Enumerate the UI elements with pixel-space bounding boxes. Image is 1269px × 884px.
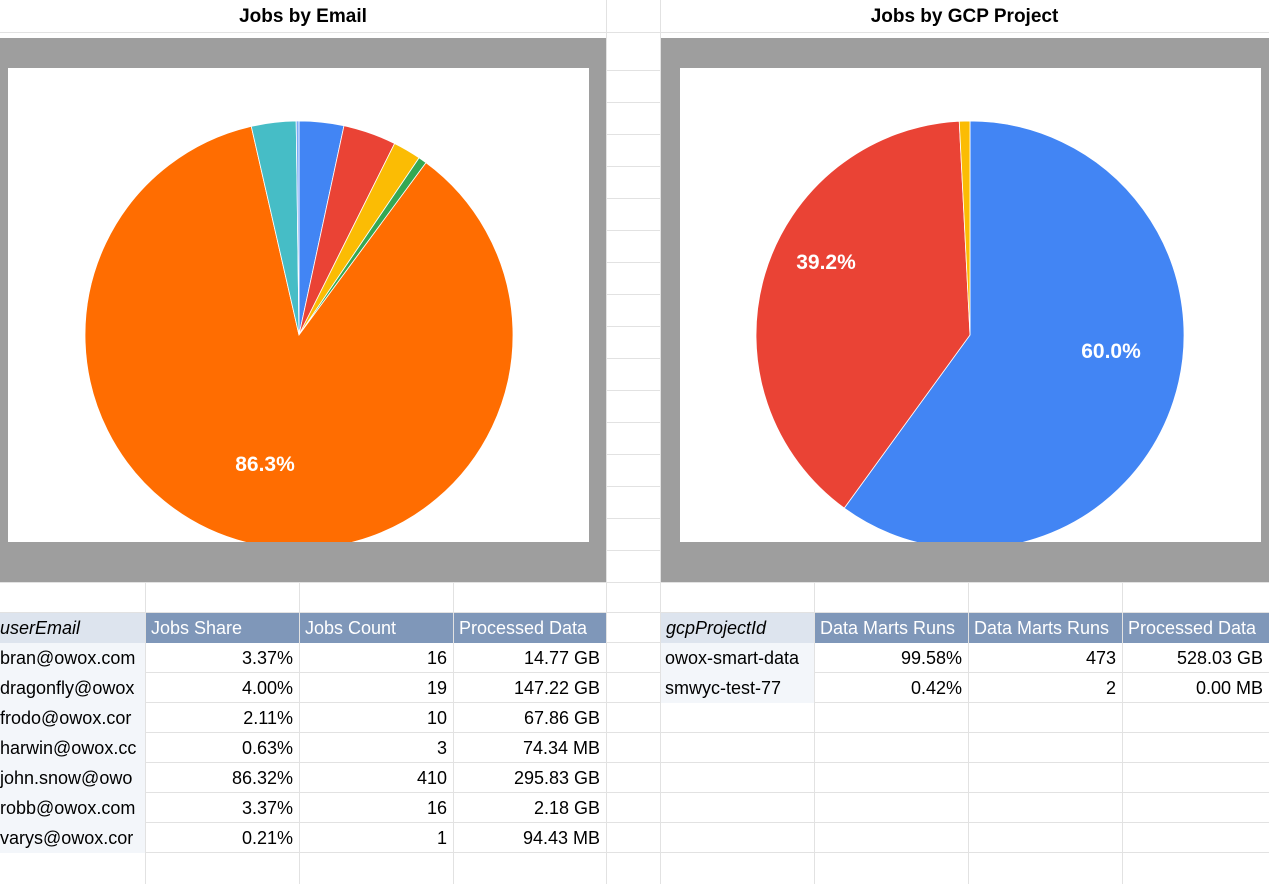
cell-user-email[interactable]: bran@owox.com [0, 643, 145, 673]
pie-slice-other[interactable] [958, 120, 971, 336]
cell-jobs-share[interactable]: 3.37% [241, 648, 293, 668]
gridline [607, 486, 660, 487]
gridline [607, 390, 660, 391]
pie-data-label: 39.2% [796, 251, 856, 274]
gridline [0, 702, 1269, 703]
cell-user-email[interactable]: dragonfly@owox [0, 673, 145, 703]
cell-jobs-count[interactable]: 1 [436, 828, 447, 848]
gridline [145, 582, 146, 884]
gridline [607, 102, 660, 103]
cell-jobs-share[interactable]: 3.37% [241, 798, 293, 818]
header-user-email[interactable]: userEmail [0, 613, 145, 643]
cell-user-email[interactable]: john.snow@owo [0, 763, 145, 793]
gridline [0, 852, 1269, 853]
jobs-by-gcp-project-chart[interactable]: 60.0% 39.2% [661, 38, 1269, 582]
gridline [607, 422, 660, 423]
gridline [0, 672, 1269, 673]
gridline [607, 134, 660, 135]
jobs-by-email-chart[interactable]: 86.3% [0, 38, 606, 582]
cell-processed-data[interactable]: 0.00 MB [1195, 678, 1263, 698]
cell-processed-data[interactable]: 147.22 GB [513, 678, 600, 698]
gridline [607, 166, 660, 167]
cell-jobs-share[interactable]: 86.32% [231, 768, 293, 788]
cell-gcp-project-id[interactable]: owox-smart-data [661, 643, 814, 673]
gridline [0, 32, 1269, 33]
cell-gcp-project-id[interactable]: smwyc-test-77 [661, 673, 814, 703]
cell-jobs-share[interactable]: 4.00% [241, 678, 293, 698]
header-processed-data[interactable]: Processed Data [454, 613, 606, 643]
chart-plot-area: 86.3% [8, 68, 589, 550]
gridline [0, 642, 1269, 643]
gridline [0, 612, 1269, 613]
cell-data-marts-runs-count[interactable]: 473 [1085, 648, 1116, 668]
gridline [607, 358, 660, 359]
gridline [607, 198, 660, 199]
cell-processed-data[interactable]: 67.86 GB [523, 708, 600, 728]
gridline [968, 582, 969, 884]
cell-processed-data[interactable]: 295.83 GB [513, 768, 600, 788]
header-data-marts-runs-count[interactable]: Data Marts Runs [969, 613, 1122, 643]
cell-jobs-count[interactable]: 19 [426, 678, 447, 698]
cell-user-email[interactable]: harwin@owox.cc [0, 733, 145, 763]
gridline [0, 792, 1269, 793]
gridline [0, 582, 1269, 583]
cell-data-marts-runs-count[interactable]: 2 [1105, 678, 1116, 698]
cell-jobs-share[interactable]: 0.21% [241, 828, 293, 848]
header-jobs-count[interactable]: Jobs Count [300, 613, 453, 643]
cell-processed-data[interactable]: 528.03 GB [1176, 648, 1263, 668]
cell-jobs-count[interactable]: 16 [426, 648, 447, 668]
chart-plot-area: 60.0% 39.2% [680, 68, 1261, 550]
cell-jobs-count[interactable]: 410 [416, 768, 447, 788]
pie-slice-smwyc-test-77[interactable] [755, 120, 971, 509]
cell-processed-data[interactable]: 74.34 MB [522, 738, 600, 758]
gridline [1122, 582, 1123, 884]
cell-processed-data[interactable]: 14.77 GB [523, 648, 600, 668]
gridline [0, 822, 1269, 823]
cell-jobs-count[interactable]: 10 [426, 708, 447, 728]
gridline [607, 294, 660, 295]
gridline [607, 262, 660, 263]
cell-user-email[interactable]: robb@owox.com [0, 793, 145, 823]
gridline [607, 230, 660, 231]
pie-data-label: 86.3% [235, 453, 295, 476]
header-gcp-project-id[interactable]: gcpProjectId [661, 613, 814, 643]
pie-slice-varys-owox-com[interactable] [295, 120, 300, 336]
gridline [660, 0, 661, 884]
cell-jobs-share[interactable]: 2.11% [243, 708, 293, 728]
jobs-by-email-title: Jobs by Email [239, 6, 367, 27]
gridline [607, 550, 660, 551]
cell-user-email[interactable]: varys@owox.cor [0, 823, 145, 853]
cell-processed-data[interactable]: 2.18 GB [533, 798, 600, 818]
pie-data-label: 60.0% [1081, 340, 1141, 363]
cell-user-email[interactable]: frodo@owox.cor [0, 703, 145, 733]
gridline [607, 70, 660, 71]
jobs-by-gcp-project-pie: 60.0% 39.2% [755, 120, 1185, 550]
cell-jobs-count[interactable]: 3 [436, 738, 447, 758]
gridline [0, 762, 1269, 763]
cell-jobs-share[interactable]: 0.63% [241, 738, 293, 758]
jobs-by-email-pie: 86.3% [84, 120, 514, 550]
cell-processed-data[interactable]: 94.43 MB [522, 828, 600, 848]
gridline [453, 582, 454, 884]
gridline [0, 732, 1269, 733]
header-processed-data[interactable]: Processed Data [1123, 613, 1269, 643]
jobs-by-gcp-project-title: Jobs by GCP Project [870, 6, 1059, 27]
header-data-marts-runs-share[interactable]: Data Marts Runs [815, 613, 968, 643]
header-jobs-share[interactable]: Jobs Share [146, 613, 299, 643]
gridline [606, 0, 607, 884]
gridline [607, 454, 660, 455]
gridline [814, 582, 815, 884]
gridline [299, 582, 300, 884]
gridline [607, 518, 660, 519]
cell-jobs-count[interactable]: 16 [426, 798, 447, 818]
cell-data-marts-runs-share[interactable]: 0.42% [910, 678, 962, 698]
cell-data-marts-runs-share[interactable]: 99.58% [900, 648, 962, 668]
gridline [607, 326, 660, 327]
